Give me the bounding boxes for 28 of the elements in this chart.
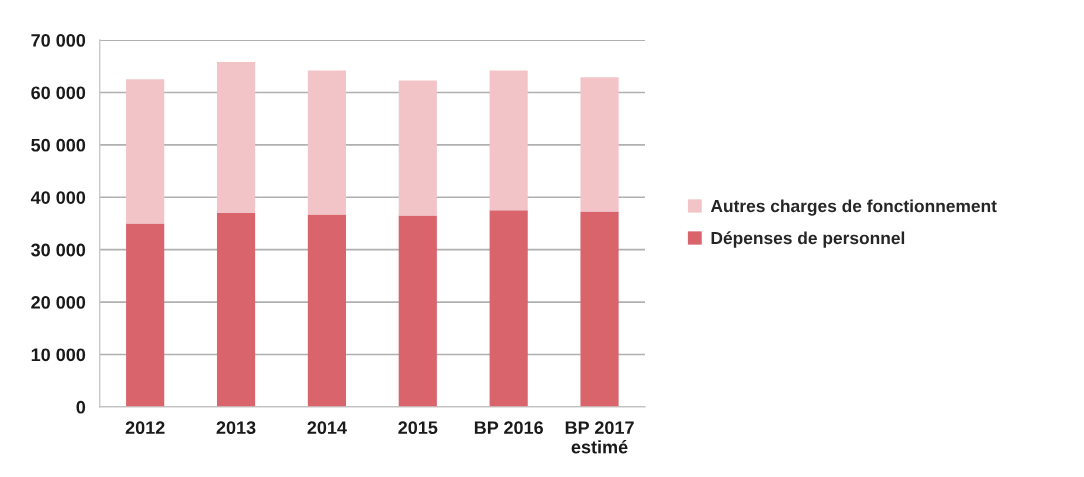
y-tick-label: 40 000	[30, 191, 86, 204]
bar	[216, 62, 256, 213]
bar	[489, 70, 528, 211]
x-tick-label: 2013	[216, 421, 256, 435]
bar	[398, 80, 437, 216]
bar	[216, 212, 256, 407]
y-tick-label: 30 000	[31, 243, 86, 257]
bar	[307, 70, 346, 215]
y-tick-label: 70 000	[31, 34, 86, 47]
x-tick-label: BP 2016	[474, 421, 543, 435]
bar	[126, 79, 165, 224]
x-tick-label: 2014	[307, 421, 347, 435]
bar	[307, 214, 346, 407]
x-tick-label: BP 2017 estimé	[565, 421, 634, 454]
x-tick-label: 2015	[398, 421, 438, 435]
y-tick-label: 0	[76, 400, 86, 414]
bar	[580, 211, 619, 407]
y-tick-label: 50 000	[31, 138, 86, 152]
bar	[489, 210, 528, 407]
y-tick-label: 10 000	[31, 348, 86, 362]
legend-label: Autres charges de fonctionnement	[710, 199, 997, 216]
bar	[126, 223, 165, 407]
bar	[580, 77, 619, 212]
bar	[398, 215, 437, 407]
y-tick-label: 60 000	[31, 86, 86, 100]
x-tick-label: 2012	[125, 421, 165, 435]
y-tick-label: 20 000	[31, 296, 86, 309]
legend-label: Dépenses de personnel	[711, 231, 905, 248]
